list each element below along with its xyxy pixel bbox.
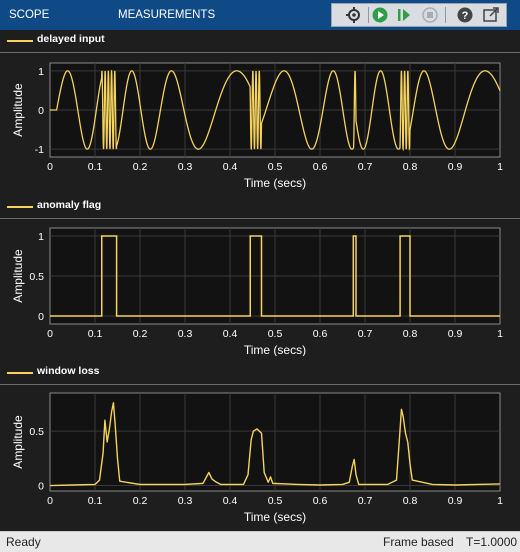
app-toolbar: SCOPE MEASUREMENTS ? <box>0 0 520 30</box>
legend-line-swatch <box>7 40 33 42</box>
x-tick-label: 0.5 <box>268 161 283 173</box>
x-tick-label: 0 <box>47 328 53 340</box>
x-tick-label: 0.9 <box>448 328 463 340</box>
series-line-delayed-input <box>50 69 501 152</box>
x-tick-label: 1 <box>497 328 503 340</box>
y-tick-label: 1 <box>38 66 44 78</box>
legend-label: window loss <box>37 365 100 377</box>
run-icon[interactable] <box>370 6 390 24</box>
legend-strip-3: window loss <box>0 362 520 385</box>
status-bar: Ready Frame based T=1.0000 <box>0 531 520 552</box>
legend-line-swatch <box>7 206 33 208</box>
x-tick-label: 0.7 <box>358 495 373 507</box>
status-mode: Frame based <box>383 535 454 549</box>
y-axis-label: Amplitude <box>11 415 25 469</box>
x-tick-label: 0.2 <box>133 161 148 173</box>
stop-icon[interactable] <box>420 6 440 24</box>
y-axis-label: Amplitude <box>11 83 25 137</box>
x-tick-label: 0.9 <box>448 161 463 173</box>
svg-text:?: ? <box>462 10 469 22</box>
y-tick-label: 0.5 <box>29 426 44 438</box>
x-tick-label: 0.4 <box>223 161 238 173</box>
x-tick-label: 0.1 <box>88 495 103 507</box>
x-tick-label: 0.1 <box>88 328 103 340</box>
x-tick-label: 0.8 <box>403 161 418 173</box>
y-tick-label: 1 <box>38 231 44 243</box>
step-forward-icon[interactable] <box>394 6 414 24</box>
x-tick-label: 1 <box>497 495 503 507</box>
x-tick-label: 0.2 <box>133 495 148 507</box>
legend-strip-1: delayed input <box>0 30 520 53</box>
status-time: T=1.0000 <box>466 535 518 549</box>
x-tick-label: 0.3 <box>178 161 193 173</box>
y-tick-label: 0 <box>38 311 44 323</box>
y-tick-label: -1 <box>35 144 44 156</box>
tab-measurements[interactable]: MEASUREMENTS <box>118 9 216 21</box>
x-tick-label: 0.6 <box>313 495 328 507</box>
gear-pin-icon[interactable] <box>344 6 364 24</box>
x-tick-label: 0.3 <box>178 495 193 507</box>
legend-label: delayed input <box>37 33 105 45</box>
x-tick-label: 0.5 <box>268 495 283 507</box>
legend-label: anomaly flag <box>37 199 102 211</box>
x-tick-label: 0.7 <box>358 161 373 173</box>
x-tick-label: 0.9 <box>448 495 463 507</box>
x-axis-label: Time (secs) <box>244 343 306 356</box>
status-ready: Ready <box>6 535 41 549</box>
series-line-anomaly-flag <box>50 235 500 317</box>
x-tick-label: 0.4 <box>223 328 238 340</box>
x-tick-label: 1 <box>497 161 503 173</box>
x-tick-label: 0.6 <box>313 328 328 340</box>
x-tick-label: 0.1 <box>88 161 103 173</box>
legend-line-swatch <box>7 372 33 374</box>
y-tick-label: 0 <box>38 481 44 493</box>
y-tick-label: 0.5 <box>29 271 44 283</box>
plot-window-loss: 0 0.1 0.2 0.3 0.4 0.5 0.6 0.7 0.8 0.9 1 0.5 0 Time (s… <box>11 392 503 524</box>
toolbar-button-group: ? <box>331 3 507 27</box>
y-tick-label: 0 <box>38 105 44 117</box>
y-axis-label: Amplitude <box>11 249 25 303</box>
tab-scope[interactable]: SCOPE <box>9 9 50 21</box>
help-icon[interactable]: ? <box>455 6 475 24</box>
x-axis-label: Time (secs) <box>244 176 306 190</box>
x-tick-label: 0.5 <box>268 328 283 340</box>
plot-anomaly-flag: 0 0.1 0.2 0.3 0.4 0.5 0.6 0.7 0.8 0.9 1 1 0.5 0 Time (… <box>11 227 503 356</box>
x-tick-label: 0.8 <box>403 328 418 340</box>
x-tick-label: 0.7 <box>358 328 373 340</box>
x-tick-label: 0 <box>47 495 53 507</box>
undock-icon[interactable] <box>481 6 501 24</box>
series-line-window-loss <box>49 402 501 487</box>
x-tick-label: 0.8 <box>403 495 418 507</box>
x-tick-label: 0.4 <box>223 495 238 507</box>
x-tick-label: 0.3 <box>178 328 193 340</box>
legend-strip-2: anomaly flag <box>0 196 520 219</box>
x-tick-label: 0.2 <box>133 328 148 340</box>
x-tick-label: 0 <box>47 161 53 173</box>
x-axis-label: Time (secs) <box>244 510 306 524</box>
x-tick-label: 0.6 <box>313 161 328 173</box>
